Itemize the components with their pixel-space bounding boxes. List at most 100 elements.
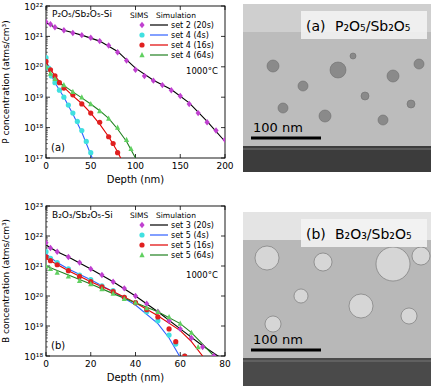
data-point xyxy=(46,263,49,268)
data-group xyxy=(46,239,225,356)
data-point xyxy=(155,314,160,319)
data-point xyxy=(133,293,138,299)
image-label: (b) xyxy=(306,226,326,242)
plot-frame xyxy=(46,6,225,158)
data-point xyxy=(52,76,57,81)
y-tick-label: 10²¹ xyxy=(24,32,43,42)
legend-line xyxy=(150,224,168,225)
data-point xyxy=(133,300,138,305)
image-interface xyxy=(243,361,431,362)
legend-line xyxy=(150,234,168,235)
x-tick-top xyxy=(135,6,136,10)
simulation-line xyxy=(46,245,225,356)
y-axis-label: P concentration (atms/cm³) xyxy=(1,20,11,143)
legend-label: set 4 (64s) xyxy=(171,51,214,60)
precipitate xyxy=(330,62,346,78)
image-background xyxy=(243,4,431,172)
image-title: B₂O₃/Sb₂O₅ xyxy=(335,226,412,242)
data-point xyxy=(115,49,120,55)
x-tick xyxy=(180,352,181,356)
y-tick-right xyxy=(221,236,225,237)
x-tick-label: 40 xyxy=(130,359,142,369)
data-point xyxy=(139,22,144,28)
data-point xyxy=(46,239,49,245)
legend-header: SIMS xyxy=(130,11,148,20)
data-point xyxy=(88,150,93,155)
data-point xyxy=(128,146,133,151)
data-point xyxy=(79,101,84,106)
image-layer xyxy=(243,240,431,358)
data-point xyxy=(57,80,62,85)
x-tick-top xyxy=(180,206,181,210)
annotation: (a) xyxy=(51,142,65,153)
data-point xyxy=(55,248,60,254)
legend-line xyxy=(150,24,168,25)
data-point xyxy=(88,101,93,106)
x-axis-label: Depth (nm) xyxy=(107,174,165,185)
simulation-line xyxy=(46,67,136,158)
y-tick-label: 10²¹ xyxy=(24,262,43,272)
data-point xyxy=(97,38,102,44)
data-point xyxy=(155,308,160,314)
y-tick-label: 10¹⁸ xyxy=(24,352,43,362)
legend-label: set 3 (20s) xyxy=(171,221,214,230)
data-point xyxy=(84,139,89,144)
data-point xyxy=(77,278,82,283)
data-point xyxy=(144,305,149,310)
data-point xyxy=(200,344,205,350)
simulation-line xyxy=(46,254,180,356)
simulation-line xyxy=(46,23,225,142)
data-point xyxy=(139,242,144,247)
simulation-line xyxy=(46,59,95,158)
y-tick-right xyxy=(221,127,225,128)
x-tick-top xyxy=(135,206,136,210)
data-point xyxy=(66,273,71,278)
title-box xyxy=(301,219,427,247)
data-point xyxy=(61,27,66,33)
data-point xyxy=(61,95,66,100)
data-point xyxy=(70,89,75,94)
plot-frame xyxy=(46,206,225,356)
data-point xyxy=(55,270,60,275)
simulation-line xyxy=(46,62,122,158)
data-point xyxy=(46,64,49,69)
data-point xyxy=(160,82,165,88)
chart: 05010015020010¹⁷10¹⁸10¹⁹10²⁰10²¹10²²Dept… xyxy=(1,2,234,186)
tem-image: (a)P₂O₅/Sb₂O₅100 nm xyxy=(243,4,431,172)
data-point xyxy=(97,120,102,125)
annotation: (b) xyxy=(51,340,65,351)
data-point xyxy=(196,110,201,116)
precipitate xyxy=(314,253,332,271)
x-tick xyxy=(90,352,91,356)
data-point xyxy=(166,332,171,337)
x-tick-label: 100 xyxy=(127,161,144,171)
data-point xyxy=(222,136,225,142)
data-point xyxy=(139,52,144,57)
data-point xyxy=(111,141,116,146)
data-point xyxy=(79,94,84,99)
data-point xyxy=(46,249,49,254)
data-point xyxy=(106,42,111,48)
data-point xyxy=(196,344,201,349)
data-point xyxy=(139,222,144,228)
data-point xyxy=(88,35,93,41)
data-point xyxy=(52,24,57,30)
legend-header: SIMS xyxy=(130,211,148,220)
y-tick-label: 10²⁰ xyxy=(24,292,43,302)
data-point xyxy=(106,115,111,120)
precipitate xyxy=(294,289,308,303)
image-substrate xyxy=(243,358,431,386)
data-point xyxy=(115,125,120,130)
y-tick-right xyxy=(221,66,225,67)
data-point xyxy=(70,30,75,36)
annotation: 1000°C xyxy=(186,270,218,280)
annotation: P₂O₅/Sb₂O₅-Si xyxy=(52,9,112,19)
figure: 05010015020010¹⁷10¹⁸10¹⁹10²⁰10²¹10²²Dept… xyxy=(0,0,433,388)
data-point xyxy=(178,326,183,332)
precipitate xyxy=(361,92,369,100)
x-axis-label: Depth (nm) xyxy=(107,372,165,383)
legend-line xyxy=(150,254,168,255)
data-point xyxy=(88,110,93,115)
x-tick-label: 200 xyxy=(216,161,233,171)
data-point xyxy=(142,73,147,79)
